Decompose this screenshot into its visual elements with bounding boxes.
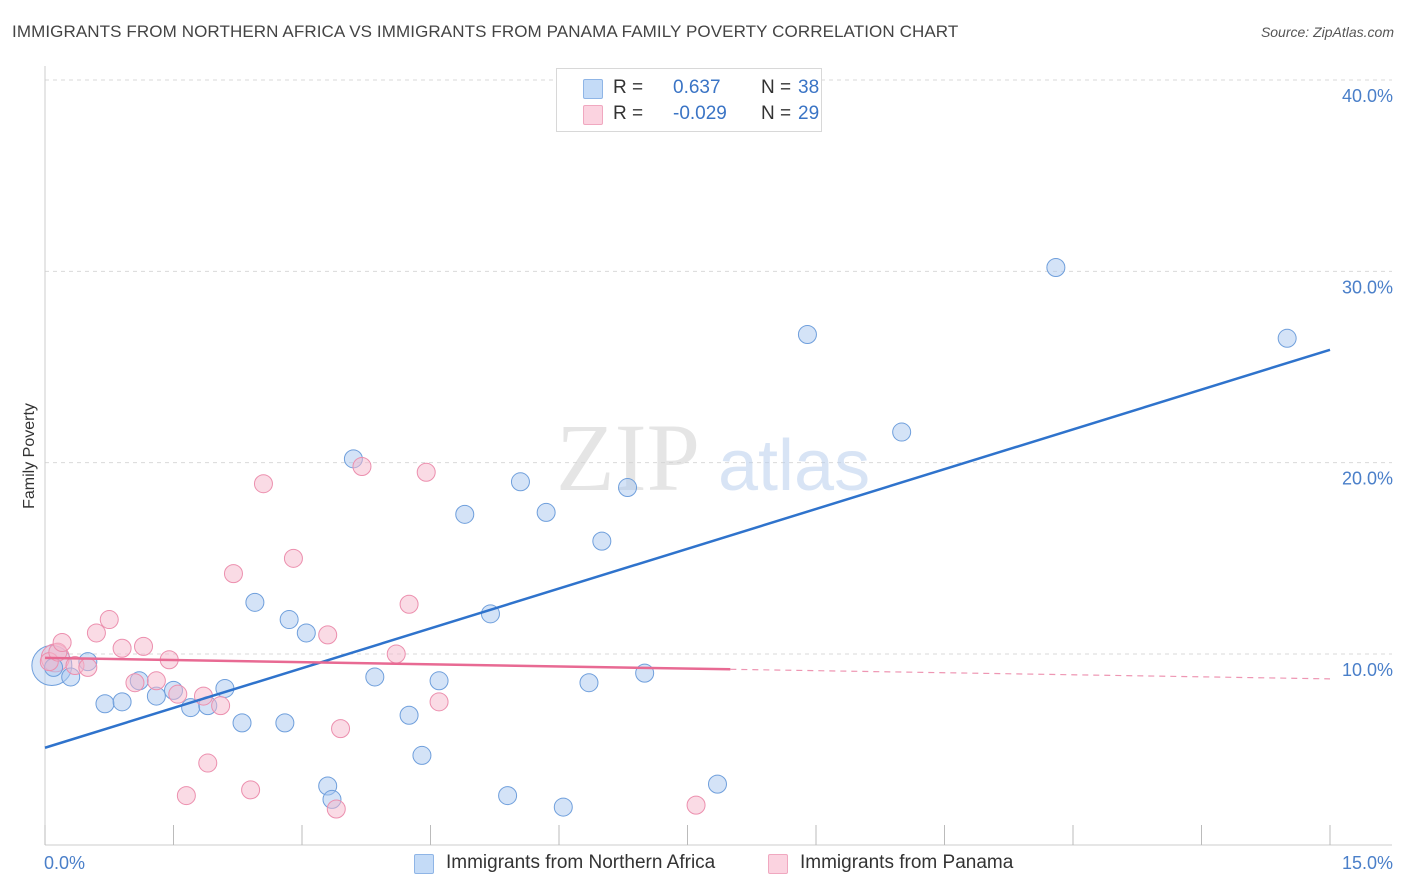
data-point-northern-africa bbox=[112, 692, 132, 712]
data-point-northern-africa bbox=[399, 705, 419, 725]
data-point-northern-africa bbox=[579, 673, 599, 693]
grid-lines bbox=[45, 79, 1392, 655]
data-point-panama bbox=[331, 719, 351, 739]
data-point-northern-africa bbox=[279, 610, 299, 630]
data-point-northern-africa bbox=[95, 694, 115, 714]
legend-n-value: 29 bbox=[798, 103, 820, 124]
y-tick-label: 40.0% bbox=[1342, 86, 1393, 106]
series-swatch-blue bbox=[414, 854, 434, 874]
data-point-panama bbox=[125, 673, 145, 693]
data-point-northern-africa bbox=[245, 592, 265, 612]
data-point-panama bbox=[168, 684, 188, 704]
data-point-panama bbox=[223, 564, 243, 584]
data-point-panama bbox=[352, 456, 372, 476]
data-point-northern-africa bbox=[498, 786, 518, 806]
y-axis-title: Family Poverty bbox=[21, 403, 38, 509]
data-point-northern-africa bbox=[412, 745, 432, 765]
x-tick-label-start: 0.0% bbox=[44, 853, 85, 873]
data-point-panama bbox=[112, 638, 132, 658]
data-point-northern-africa bbox=[592, 531, 612, 551]
data-point-northern-africa bbox=[510, 472, 530, 492]
legend-n-label: N = bbox=[761, 103, 792, 124]
series-label: Immigrants from Northern Africa bbox=[446, 852, 716, 873]
legend-r-value: 0.637 bbox=[673, 77, 721, 98]
data-point-panama bbox=[241, 780, 261, 800]
data-point-panama bbox=[99, 610, 119, 630]
legend-r-label: R = bbox=[613, 77, 644, 98]
axes bbox=[44, 66, 1392, 846]
data-point-panama bbox=[134, 636, 154, 656]
trend-lines bbox=[44, 348, 1331, 749]
data-point-panama bbox=[52, 633, 72, 653]
data-points bbox=[31, 258, 1297, 819]
tick-labels: 10.0% 20.0% 30.0% 40.0% 0.0% 15.0% bbox=[44, 86, 1393, 873]
data-point-panama bbox=[253, 474, 273, 494]
data-point-panama bbox=[146, 671, 166, 691]
data-point-northern-africa bbox=[455, 504, 475, 524]
series-label: Immigrants from Panama bbox=[800, 852, 1014, 873]
data-point-panama bbox=[686, 795, 706, 815]
legend-n-value: 38 bbox=[798, 77, 820, 98]
data-point-northern-africa bbox=[553, 797, 573, 817]
legend-swatch-blue bbox=[583, 79, 603, 99]
legend-r-value: -0.029 bbox=[673, 103, 727, 124]
data-point-northern-africa bbox=[797, 324, 817, 344]
data-point-northern-africa bbox=[707, 774, 727, 794]
trend-line-panama-extension bbox=[730, 668, 1331, 680]
data-point-panama bbox=[318, 625, 338, 645]
data-point-panama bbox=[399, 594, 419, 614]
data-point-panama bbox=[429, 692, 449, 712]
legend-r-label: R = bbox=[613, 103, 644, 124]
data-point-panama bbox=[283, 548, 303, 568]
data-point-panama bbox=[198, 753, 218, 773]
data-point-northern-africa bbox=[429, 671, 449, 691]
data-point-northern-africa bbox=[275, 713, 295, 733]
data-point-panama bbox=[176, 786, 196, 806]
data-point-northern-africa bbox=[296, 623, 316, 643]
data-point-northern-africa bbox=[365, 667, 385, 687]
y-tick-label: 10.0% bbox=[1342, 660, 1393, 680]
trend-line-panama bbox=[44, 656, 731, 671]
y-tick-label: 20.0% bbox=[1342, 469, 1393, 489]
x-tick-label-end: 15.0% bbox=[1342, 853, 1393, 873]
data-point-panama bbox=[78, 657, 98, 677]
trend-line-northern-africa bbox=[44, 348, 1331, 749]
data-point-panama bbox=[211, 696, 231, 716]
data-point-northern-africa bbox=[1277, 328, 1297, 348]
data-point-northern-africa bbox=[618, 478, 638, 498]
data-point-panama bbox=[416, 462, 436, 482]
data-point-northern-africa bbox=[892, 422, 912, 442]
data-point-northern-africa bbox=[232, 713, 252, 733]
data-point-panama bbox=[386, 644, 406, 664]
data-point-northern-africa bbox=[536, 502, 556, 522]
data-point-panama bbox=[86, 623, 106, 643]
legend-swatch-pink bbox=[583, 105, 603, 125]
legend-n-label: N = bbox=[761, 77, 792, 98]
series-swatch-pink bbox=[768, 854, 788, 874]
y-tick-label: 30.0% bbox=[1342, 277, 1393, 297]
correlation-legend: R = 0.637 N = 38 R = -0.029 N = 29 bbox=[556, 68, 822, 132]
source-label: Source: ZipAtlas.com bbox=[1260, 24, 1394, 40]
data-point-northern-africa bbox=[1046, 258, 1066, 278]
watermark-atlas: atlas bbox=[718, 426, 870, 506]
chart-title: IMMIGRANTS FROM NORTHERN AFRICA VS IMMIG… bbox=[12, 22, 959, 41]
data-point-panama bbox=[326, 799, 346, 819]
